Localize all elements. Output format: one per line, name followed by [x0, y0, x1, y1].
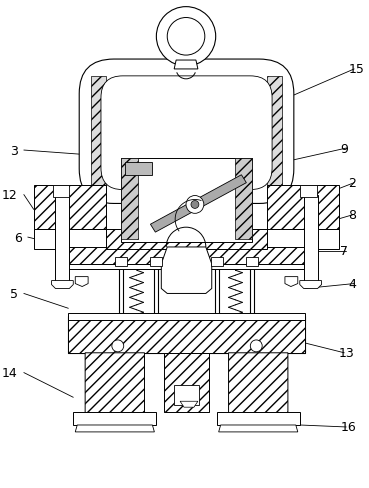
Bar: [304, 195, 318, 284]
Text: 3: 3: [10, 144, 18, 157]
Polygon shape: [68, 264, 305, 269]
Text: 9: 9: [340, 142, 348, 155]
Polygon shape: [267, 185, 339, 230]
Polygon shape: [68, 314, 305, 321]
Polygon shape: [68, 247, 305, 264]
Bar: [125, 163, 152, 175]
Polygon shape: [73, 412, 156, 425]
Text: 4: 4: [348, 278, 356, 290]
Bar: [246, 257, 258, 266]
Polygon shape: [267, 77, 282, 185]
Text: 2: 2: [348, 177, 356, 190]
Polygon shape: [151, 175, 246, 233]
Polygon shape: [85, 353, 145, 417]
Circle shape: [250, 340, 262, 352]
Text: 12: 12: [2, 189, 18, 202]
Polygon shape: [235, 159, 252, 240]
Bar: [151, 257, 162, 266]
Polygon shape: [75, 277, 88, 287]
Polygon shape: [285, 277, 298, 287]
Polygon shape: [228, 353, 288, 417]
Bar: [300, 185, 317, 197]
Polygon shape: [75, 425, 154, 432]
Circle shape: [112, 340, 124, 352]
Circle shape: [167, 19, 205, 56]
Polygon shape: [34, 185, 106, 230]
Circle shape: [191, 201, 199, 209]
Text: 5: 5: [10, 287, 18, 300]
Bar: [52, 185, 69, 197]
Polygon shape: [174, 61, 198, 70]
Polygon shape: [34, 230, 339, 249]
Bar: [211, 257, 223, 266]
Text: 14: 14: [2, 366, 18, 379]
Polygon shape: [161, 247, 212, 294]
Polygon shape: [300, 281, 321, 289]
Text: 8: 8: [348, 208, 356, 222]
Polygon shape: [180, 402, 198, 407]
Polygon shape: [68, 317, 305, 353]
FancyBboxPatch shape: [79, 60, 294, 204]
Polygon shape: [121, 159, 138, 240]
Bar: [115, 257, 127, 266]
Circle shape: [186, 196, 204, 214]
Polygon shape: [164, 353, 209, 412]
FancyBboxPatch shape: [101, 77, 272, 190]
Polygon shape: [106, 230, 267, 249]
Text: 13: 13: [338, 346, 354, 360]
Text: 7: 7: [340, 245, 348, 258]
Bar: [121, 159, 252, 243]
Bar: [174, 386, 199, 406]
Polygon shape: [217, 412, 300, 425]
Polygon shape: [219, 425, 298, 432]
Text: 15: 15: [348, 63, 364, 76]
Text: 6: 6: [14, 231, 22, 244]
Bar: [55, 195, 69, 284]
Text: 16: 16: [340, 421, 356, 433]
Polygon shape: [52, 281, 73, 289]
Circle shape: [156, 8, 216, 67]
Polygon shape: [91, 77, 106, 185]
